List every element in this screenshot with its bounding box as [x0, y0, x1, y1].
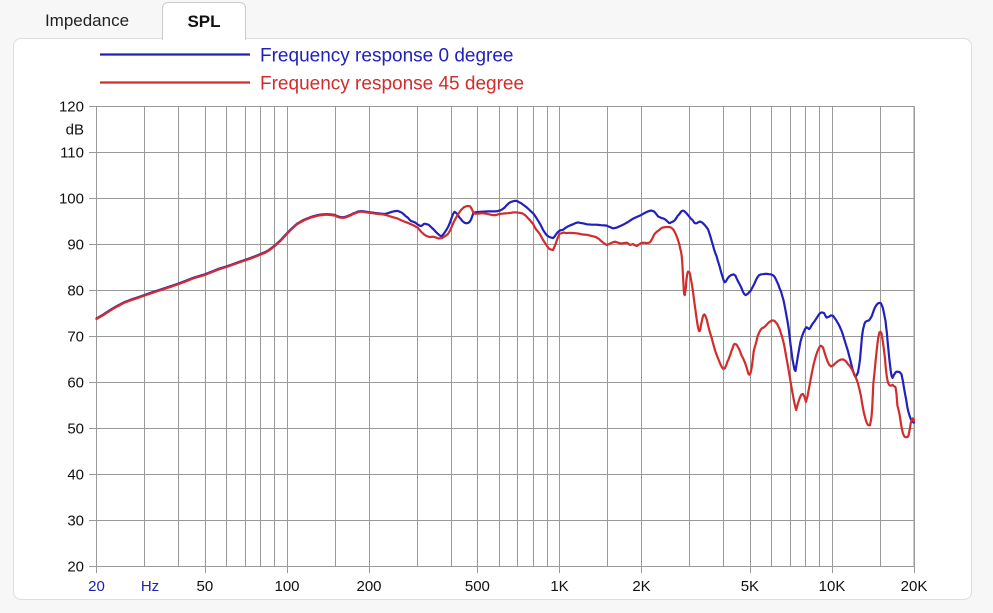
- svg-text:Frequency response 45 degree: Frequency response 45 degree: [260, 74, 524, 95]
- svg-text:dB: dB: [66, 122, 84, 139]
- svg-text:500: 500: [465, 578, 490, 595]
- svg-text:Hz: Hz: [141, 578, 159, 595]
- svg-text:20: 20: [67, 559, 84, 576]
- svg-text:50: 50: [197, 578, 214, 595]
- svg-text:20: 20: [88, 578, 105, 595]
- svg-text:80: 80: [67, 283, 84, 300]
- svg-text:10K: 10K: [819, 578, 846, 595]
- svg-text:100: 100: [274, 578, 299, 595]
- svg-text:40: 40: [67, 467, 84, 484]
- svg-text:100: 100: [59, 191, 84, 208]
- svg-text:Frequency response 0 degree: Frequency response 0 degree: [260, 46, 514, 67]
- svg-text:30: 30: [67, 513, 84, 530]
- svg-text:120: 120: [59, 99, 84, 116]
- svg-text:200: 200: [356, 578, 381, 595]
- svg-text:110: 110: [60, 145, 84, 162]
- svg-text:60: 60: [67, 375, 84, 392]
- svg-text:50: 50: [67, 421, 84, 438]
- svg-text:1K: 1K: [550, 578, 568, 595]
- svg-text:5K: 5K: [741, 578, 759, 595]
- svg-text:20K: 20K: [901, 578, 928, 595]
- svg-text:2K: 2K: [632, 578, 650, 595]
- svg-text:70: 70: [67, 329, 84, 346]
- svg-text:90: 90: [67, 237, 84, 254]
